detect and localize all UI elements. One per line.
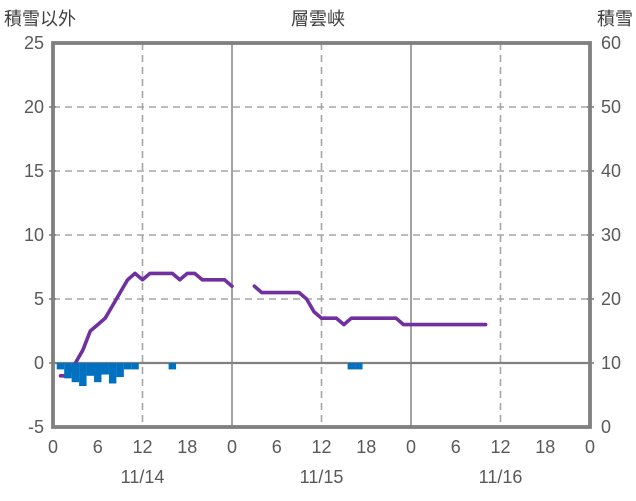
bar-積雪以外 — [56, 363, 65, 370]
y-left-tick-label: 0 — [34, 353, 44, 373]
bar-積雪以外 — [94, 363, 102, 383]
x-hour-label: 0 — [585, 437, 595, 457]
x-date-label: 11/16 — [479, 467, 523, 487]
y-right-tick-label: 0 — [601, 417, 611, 437]
left-axis-title: 積雪以外 — [4, 9, 76, 29]
bar-積雪以外 — [71, 363, 80, 383]
bar-積雪以外 — [64, 363, 72, 379]
x-hour-label: 0 — [48, 437, 58, 457]
bar-積雪以外 — [79, 363, 87, 387]
bar-積雪以外 — [101, 363, 109, 375]
x-hour-label: 12 — [132, 437, 152, 457]
x-date-label: 11/14 — [121, 467, 165, 487]
right-axis-title: 積雪 — [597, 9, 633, 29]
bar-積雪以外 — [86, 363, 95, 376]
y-left-tick-label: 10 — [24, 225, 44, 245]
bar-積雪以外 — [355, 363, 363, 370]
x-hour-label: 18 — [356, 437, 376, 457]
x-hour-label: 6 — [93, 437, 103, 457]
y-left-tick-label: 5 — [34, 289, 44, 309]
y-right-tick-label: 60 — [601, 33, 621, 53]
chart-header: 積雪以外 層雲峡 積雪 — [0, 5, 636, 29]
bar-積雪以外 — [123, 363, 132, 370]
bar-積雪以外 — [168, 363, 177, 370]
bar-積雪以外 — [131, 363, 139, 370]
x-hour-label: 0 — [406, 437, 416, 457]
x-hour-label: 18 — [177, 437, 197, 457]
y-left-tick-label: 15 — [24, 161, 44, 181]
line-積雪 — [58, 271, 488, 378]
y-left-tick-label: 25 — [24, 33, 44, 53]
x-hour-label: 0 — [227, 437, 237, 457]
x-hour-label: 12 — [311, 437, 331, 457]
bar-積雪以外 — [108, 363, 117, 384]
y-right-tick-label: 50 — [601, 97, 621, 117]
x-hour-label: 18 — [535, 437, 555, 457]
x-date-label: 11/15 — [300, 467, 344, 487]
chart-title: 層雲峡 — [291, 9, 345, 29]
x-hour-label: 6 — [272, 437, 282, 457]
y-left-tick-label: 20 — [24, 97, 44, 117]
y-right-tick-label: 10 — [601, 353, 621, 373]
x-hour-label: 6 — [451, 437, 461, 457]
x-hour-label: 12 — [490, 437, 510, 457]
bar-積雪以外 — [347, 363, 356, 370]
y-right-tick-label: 20 — [601, 289, 621, 309]
y-right-tick-label: 40 — [601, 161, 621, 181]
y-right-tick-label: 30 — [601, 225, 621, 245]
y-left-tick-label: -5 — [28, 417, 44, 437]
bar-積雪以外 — [116, 363, 124, 378]
